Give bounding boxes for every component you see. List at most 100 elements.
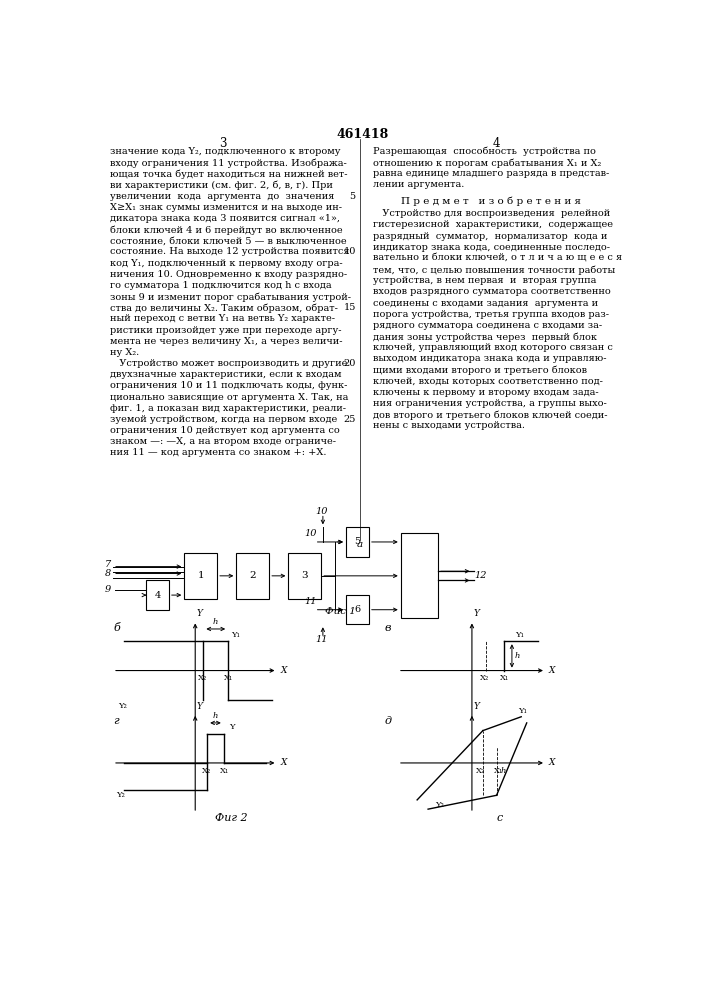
Text: ничения 10. Одновременно к входу разрядно-: ничения 10. Одновременно к входу разрядн… xyxy=(110,270,347,279)
Text: состояние, блоки ключей 5 — в выключенное: состояние, блоки ключей 5 — в выключенно… xyxy=(110,236,347,245)
Text: Y₁: Y₁ xyxy=(231,631,240,639)
Text: входу ограничения 11 устройства. Изобража-: входу ограничения 11 устройства. Изображ… xyxy=(110,158,347,168)
Text: 10: 10 xyxy=(344,247,356,256)
Text: мента не через величину X₁, а через величи-: мента не через величину X₁, а через вели… xyxy=(110,337,343,346)
Text: б: б xyxy=(113,623,119,633)
Text: 6: 6 xyxy=(354,605,361,614)
Text: 10: 10 xyxy=(316,507,328,516)
Text: фиг. 1, а показан вид характеристики, реали-: фиг. 1, а показан вид характеристики, ре… xyxy=(110,404,346,413)
Text: ключены к первому и второму входам зада-: ключены к первому и второму входам зада- xyxy=(373,388,599,397)
Text: 3: 3 xyxy=(301,571,308,580)
Text: ционально зависящие от аргумента X. Так, на: ционально зависящие от аргумента X. Так,… xyxy=(110,393,349,402)
Text: устройства, в нем первая  и  вторая группа: устройства, в нем первая и вторая группа xyxy=(373,276,597,285)
Text: 11: 11 xyxy=(305,597,317,606)
Bar xyxy=(346,527,369,557)
Text: X₂: X₂ xyxy=(198,674,207,682)
Text: 5: 5 xyxy=(350,192,356,201)
Text: h: h xyxy=(213,712,218,720)
Text: ви характеристики (см. фиг. 2, б, в, г). При: ви характеристики (см. фиг. 2, б, в, г).… xyxy=(110,180,333,190)
Text: Y: Y xyxy=(474,702,479,711)
Text: дания зоны устройства через  первый блок: дания зоны устройства через первый блок xyxy=(373,332,597,342)
Text: 461418: 461418 xyxy=(337,128,388,141)
Text: порога устройства, третья группа входов раз-: порога устройства, третья группа входов … xyxy=(373,310,609,319)
Text: Устройство может воспроизводить и другие: Устройство может воспроизводить и другие xyxy=(110,359,348,368)
Text: Y₁: Y₁ xyxy=(518,707,527,715)
Text: блоки ключей 4 и 6 перейдут во включенное: блоки ключей 4 и 6 перейдут во включенно… xyxy=(110,225,343,235)
Text: увеличении  кода  аргумента  до  значения: увеличении кода аргумента до значения xyxy=(110,192,334,201)
Text: X₂: X₂ xyxy=(476,767,485,775)
Text: с: с xyxy=(496,813,503,823)
Text: а: а xyxy=(356,540,363,549)
Text: Y: Y xyxy=(229,723,235,731)
Text: в: в xyxy=(385,623,391,633)
Text: 8: 8 xyxy=(105,569,111,578)
Text: ключей, управляющий вход которого связан с: ключей, управляющий вход которого связан… xyxy=(373,343,613,352)
Text: 20: 20 xyxy=(344,359,356,368)
Text: Y: Y xyxy=(197,609,203,618)
Text: h: h xyxy=(515,652,520,660)
Text: X₁: X₁ xyxy=(220,767,230,775)
Text: 15: 15 xyxy=(344,303,356,312)
Text: ющая точка будет находиться на нижней вет-: ющая точка будет находиться на нижней ве… xyxy=(110,169,348,179)
Text: ну X₂.: ну X₂. xyxy=(110,348,139,357)
Text: Устройство для воспроизведения  релейной: Устройство для воспроизведения релейной xyxy=(373,209,611,218)
Text: П р е д м е т   и з о б р е т е н и я: П р е д м е т и з о б р е т е н и я xyxy=(401,197,581,207)
Text: Y: Y xyxy=(197,702,203,711)
Text: X: X xyxy=(280,758,286,767)
Text: 25: 25 xyxy=(344,415,356,424)
Text: го сумматора 1 подключится код h с входа: го сумматора 1 подключится код h с входа xyxy=(110,281,332,290)
Text: 1: 1 xyxy=(197,571,204,580)
Text: тем, что, с целью повышения точности работы: тем, что, с целью повышения точности раб… xyxy=(373,265,616,275)
Text: соединены с входами задания  аргумента и: соединены с входами задания аргумента и xyxy=(373,299,598,308)
Text: выходом индикатора знака кода и управляю-: выходом индикатора знака кода и управляю… xyxy=(373,354,607,363)
Text: ства до величины X₂. Таким образом, обрат-: ства до величины X₂. Таким образом, обра… xyxy=(110,303,338,313)
Text: входов разрядного сумматора соответственно: входов разрядного сумматора соответствен… xyxy=(373,287,611,296)
Text: зоны 9 и изменит порог срабатывания устрой-: зоны 9 и изменит порог срабатывания устр… xyxy=(110,292,351,302)
Text: 10: 10 xyxy=(305,529,317,538)
Text: дов второго и третьего блоков ключей соеди-: дов второго и третьего блоков ключей сое… xyxy=(373,410,608,420)
Text: X₁: X₁ xyxy=(500,674,510,682)
Text: вательно и блоки ключей, о т л и ч а ю щ е е с я: вательно и блоки ключей, о т л и ч а ю щ… xyxy=(373,254,622,263)
Text: Фис 1: Фис 1 xyxy=(325,607,356,616)
Text: X₂: X₂ xyxy=(201,767,211,775)
Text: X: X xyxy=(280,666,286,675)
Text: 3: 3 xyxy=(219,137,226,150)
Text: h: h xyxy=(213,618,218,626)
Text: гистерезисной  характеристики,  содержащее: гистерезисной характеристики, содержащее xyxy=(373,220,613,229)
Text: нены с выходами устройства.: нены с выходами устройства. xyxy=(373,421,525,430)
Text: разрядный  сумматор,  нормализатор  кода и: разрядный сумматор, нормализатор кода и xyxy=(373,232,608,241)
Text: значение кода Y₂, подключенного к второму: значение кода Y₂, подключенного к втором… xyxy=(110,147,341,156)
Text: Y₂: Y₂ xyxy=(116,791,124,799)
Text: X₂: X₂ xyxy=(480,674,489,682)
Text: Разрешающая  способность  устройства по: Разрешающая способность устройства по xyxy=(373,147,596,156)
Text: ограничения 10 и 11 подключать коды, функ-: ограничения 10 и 11 подключать коды, фун… xyxy=(110,381,348,390)
Text: X₁: X₁ xyxy=(494,767,503,775)
Text: ключей, входы которых соответственно под-: ключей, входы которых соответственно под… xyxy=(373,377,603,386)
Text: 5: 5 xyxy=(354,537,361,546)
Text: 9: 9 xyxy=(105,585,111,594)
Text: г: г xyxy=(113,716,119,726)
Bar xyxy=(146,580,169,610)
Text: равна единице младшего разряда в представ-: равна единице младшего разряда в предста… xyxy=(373,169,609,178)
Text: Y₂: Y₂ xyxy=(435,801,443,809)
Text: состояние. На выходе 12 устройства появится: состояние. На выходе 12 устройства появи… xyxy=(110,247,350,256)
Bar xyxy=(346,595,369,624)
Text: 4: 4 xyxy=(493,137,501,150)
Bar xyxy=(185,553,217,599)
Text: индикатор знака кода, соединенные последо-: индикатор знака кода, соединенные послед… xyxy=(373,243,610,252)
Text: код Y₁, подключенный к первому входу огра-: код Y₁, подключенный к первому входу огр… xyxy=(110,259,343,268)
Text: ный переход с ветви Y₁ на ветвь Y₂ характе-: ный переход с ветви Y₁ на ветвь Y₂ харак… xyxy=(110,314,335,323)
Text: X₁: X₁ xyxy=(224,674,233,682)
Text: X: X xyxy=(549,758,555,767)
Text: h: h xyxy=(501,767,506,775)
Text: ния ограничения устройства, а группы выхо-: ния ограничения устройства, а группы вых… xyxy=(373,399,607,408)
Text: знаком —: —X, а на втором входе ограниче-: знаком —: —X, а на втором входе ограниче… xyxy=(110,437,337,446)
Text: лении аргумента.: лении аргумента. xyxy=(373,180,464,189)
Text: 7: 7 xyxy=(105,560,111,569)
Text: Y₂: Y₂ xyxy=(119,702,127,710)
Text: Фиг 2: Фиг 2 xyxy=(214,813,247,823)
Text: X: X xyxy=(549,666,555,675)
Text: ограничения 10 действует код аргумента со: ограничения 10 действует код аргумента с… xyxy=(110,426,340,435)
Text: зуемой устройством, когда на первом входе: зуемой устройством, когда на первом вход… xyxy=(110,415,337,424)
Text: д: д xyxy=(385,716,391,726)
